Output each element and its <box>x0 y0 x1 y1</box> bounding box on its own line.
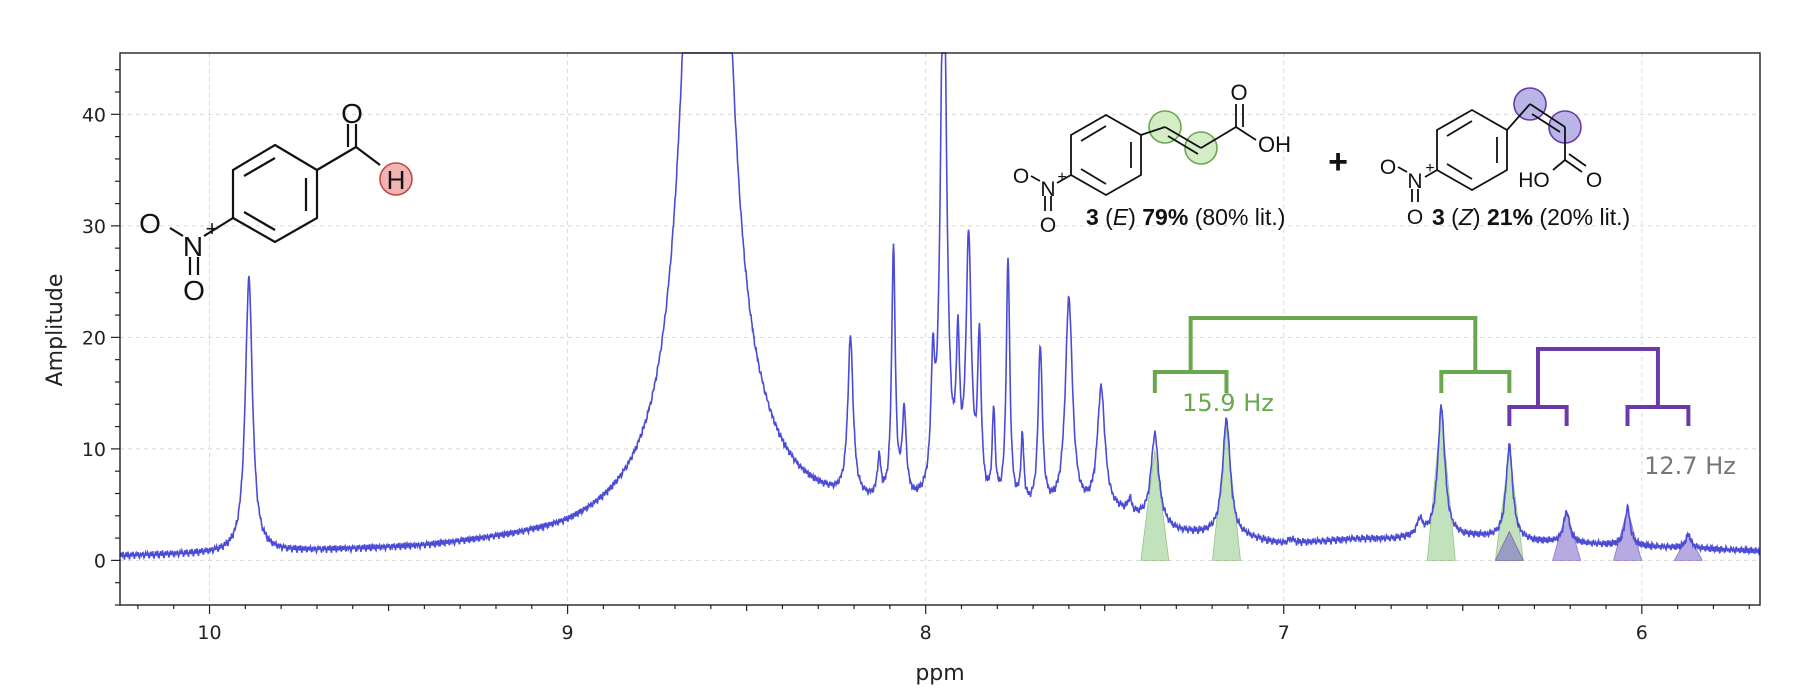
bond <box>203 217 234 237</box>
atom-o: O <box>1230 80 1247 105</box>
plus-charge: + <box>206 216 219 241</box>
y-tick-label: 30 <box>82 216 106 238</box>
atom-o: O <box>1380 156 1396 179</box>
bond <box>1030 175 1041 182</box>
z-isomer-caption: 3 (Z) 21% (20% lit.) <box>1432 204 1630 230</box>
bond <box>1397 166 1408 173</box>
coupling-label: 15.9 Hz <box>1182 389 1274 417</box>
aldehyde-h-highlight <box>379 162 413 196</box>
grid <box>120 53 1760 605</box>
compound-number: 3 <box>1432 204 1445 230</box>
x-tick-label: 9 <box>562 622 574 644</box>
bond <box>316 146 357 171</box>
x-axis: 10 9 8 7 6 <box>137 605 1750 644</box>
bond <box>169 227 184 237</box>
atom-o: O <box>1013 165 1029 188</box>
ring-double-bond <box>1446 120 1473 137</box>
literature-value: (20% lit.) <box>1539 204 1630 230</box>
bond <box>1140 126 1166 136</box>
coupling-bracket <box>1535 347 1660 407</box>
percent-value: 79% <box>1142 204 1188 230</box>
bond <box>1056 174 1072 184</box>
carbonyl-bond <box>1568 153 1587 167</box>
e-isomer-structure: O N + O O OH <box>1013 80 1291 237</box>
ring-double-bond <box>1080 168 1107 185</box>
y-tick-label: 10 <box>82 439 106 461</box>
atom-o: O <box>183 275 205 306</box>
coupling-brackets: 15.9 Hz 12.7 Hz <box>1152 316 1736 480</box>
plus-charge: + <box>1057 169 1066 186</box>
bond <box>1552 159 1566 171</box>
atom-ho: HO <box>1518 169 1550 192</box>
bond <box>1235 126 1257 141</box>
e-isomer-caption: 3 (E) 79% (80% lit.) <box>1086 204 1285 230</box>
x-tick-label: 6 <box>1636 622 1648 644</box>
z-isomer-structure: O N + O HO O <box>1380 87 1602 229</box>
x-tick-label: 8 <box>920 622 932 644</box>
atom-n: N <box>183 231 203 262</box>
isomer-label: E <box>1113 204 1129 230</box>
y-tick-label: 20 <box>82 327 106 349</box>
integration-peak-purple <box>1494 530 1524 561</box>
carbonyl-bond <box>1564 159 1583 173</box>
atom-n: N <box>1407 170 1422 193</box>
ring-double-bond <box>1080 125 1107 142</box>
atom-o: O <box>1407 206 1423 229</box>
ring-double-bond <box>243 211 276 231</box>
plus-charge: + <box>1425 160 1434 177</box>
ring-double-bond <box>243 157 276 177</box>
y-axis-title: Amplitude <box>43 274 68 387</box>
bond <box>1424 169 1438 178</box>
atom-o: O <box>139 208 161 239</box>
integration-peak-green <box>1426 408 1456 561</box>
isomer-label: Z <box>1458 204 1474 230</box>
x-tick-label: 7 <box>1278 622 1290 644</box>
alkene-bond <box>1167 135 1199 155</box>
ring-double-bond <box>1446 163 1473 180</box>
atom-o: O <box>341 98 363 129</box>
plus-sign: + <box>1328 143 1348 181</box>
x-tick-label: 10 <box>197 622 221 644</box>
atom-o: O <box>1586 169 1602 192</box>
y-tick-label: 40 <box>82 104 106 126</box>
alkene-bond <box>1164 126 1202 149</box>
coupling-bracket <box>1188 316 1478 372</box>
spectrum-line <box>119 52 1761 561</box>
y-axis: 0 10 20 30 40 <box>82 69 120 606</box>
bond <box>355 146 381 166</box>
alkene-bond <box>1531 113 1561 133</box>
x-axis-title: ppm <box>915 661 964 686</box>
atom-o: O <box>1040 214 1056 237</box>
integration-peak-purple <box>1612 507 1643 561</box>
integration-peak-green <box>1140 449 1170 561</box>
bond <box>1506 103 1531 131</box>
coupling-label: 12.7 Hz <box>1644 452 1736 480</box>
compound-number: 3 <box>1086 204 1099 230</box>
literature-value: (80% lit.) <box>1195 204 1286 230</box>
aldehyde-structure <box>169 124 381 275</box>
atom-oh: OH <box>1258 132 1291 157</box>
atom-h: H <box>387 165 406 195</box>
integration-peak-green <box>1212 426 1241 561</box>
atom-n: N <box>1040 178 1055 201</box>
alkene-bond <box>1529 103 1566 128</box>
plot-frame <box>119 52 1761 606</box>
bond <box>1200 126 1237 149</box>
percent-value: 21% <box>1487 204 1533 230</box>
y-tick-label: 0 <box>94 550 106 572</box>
